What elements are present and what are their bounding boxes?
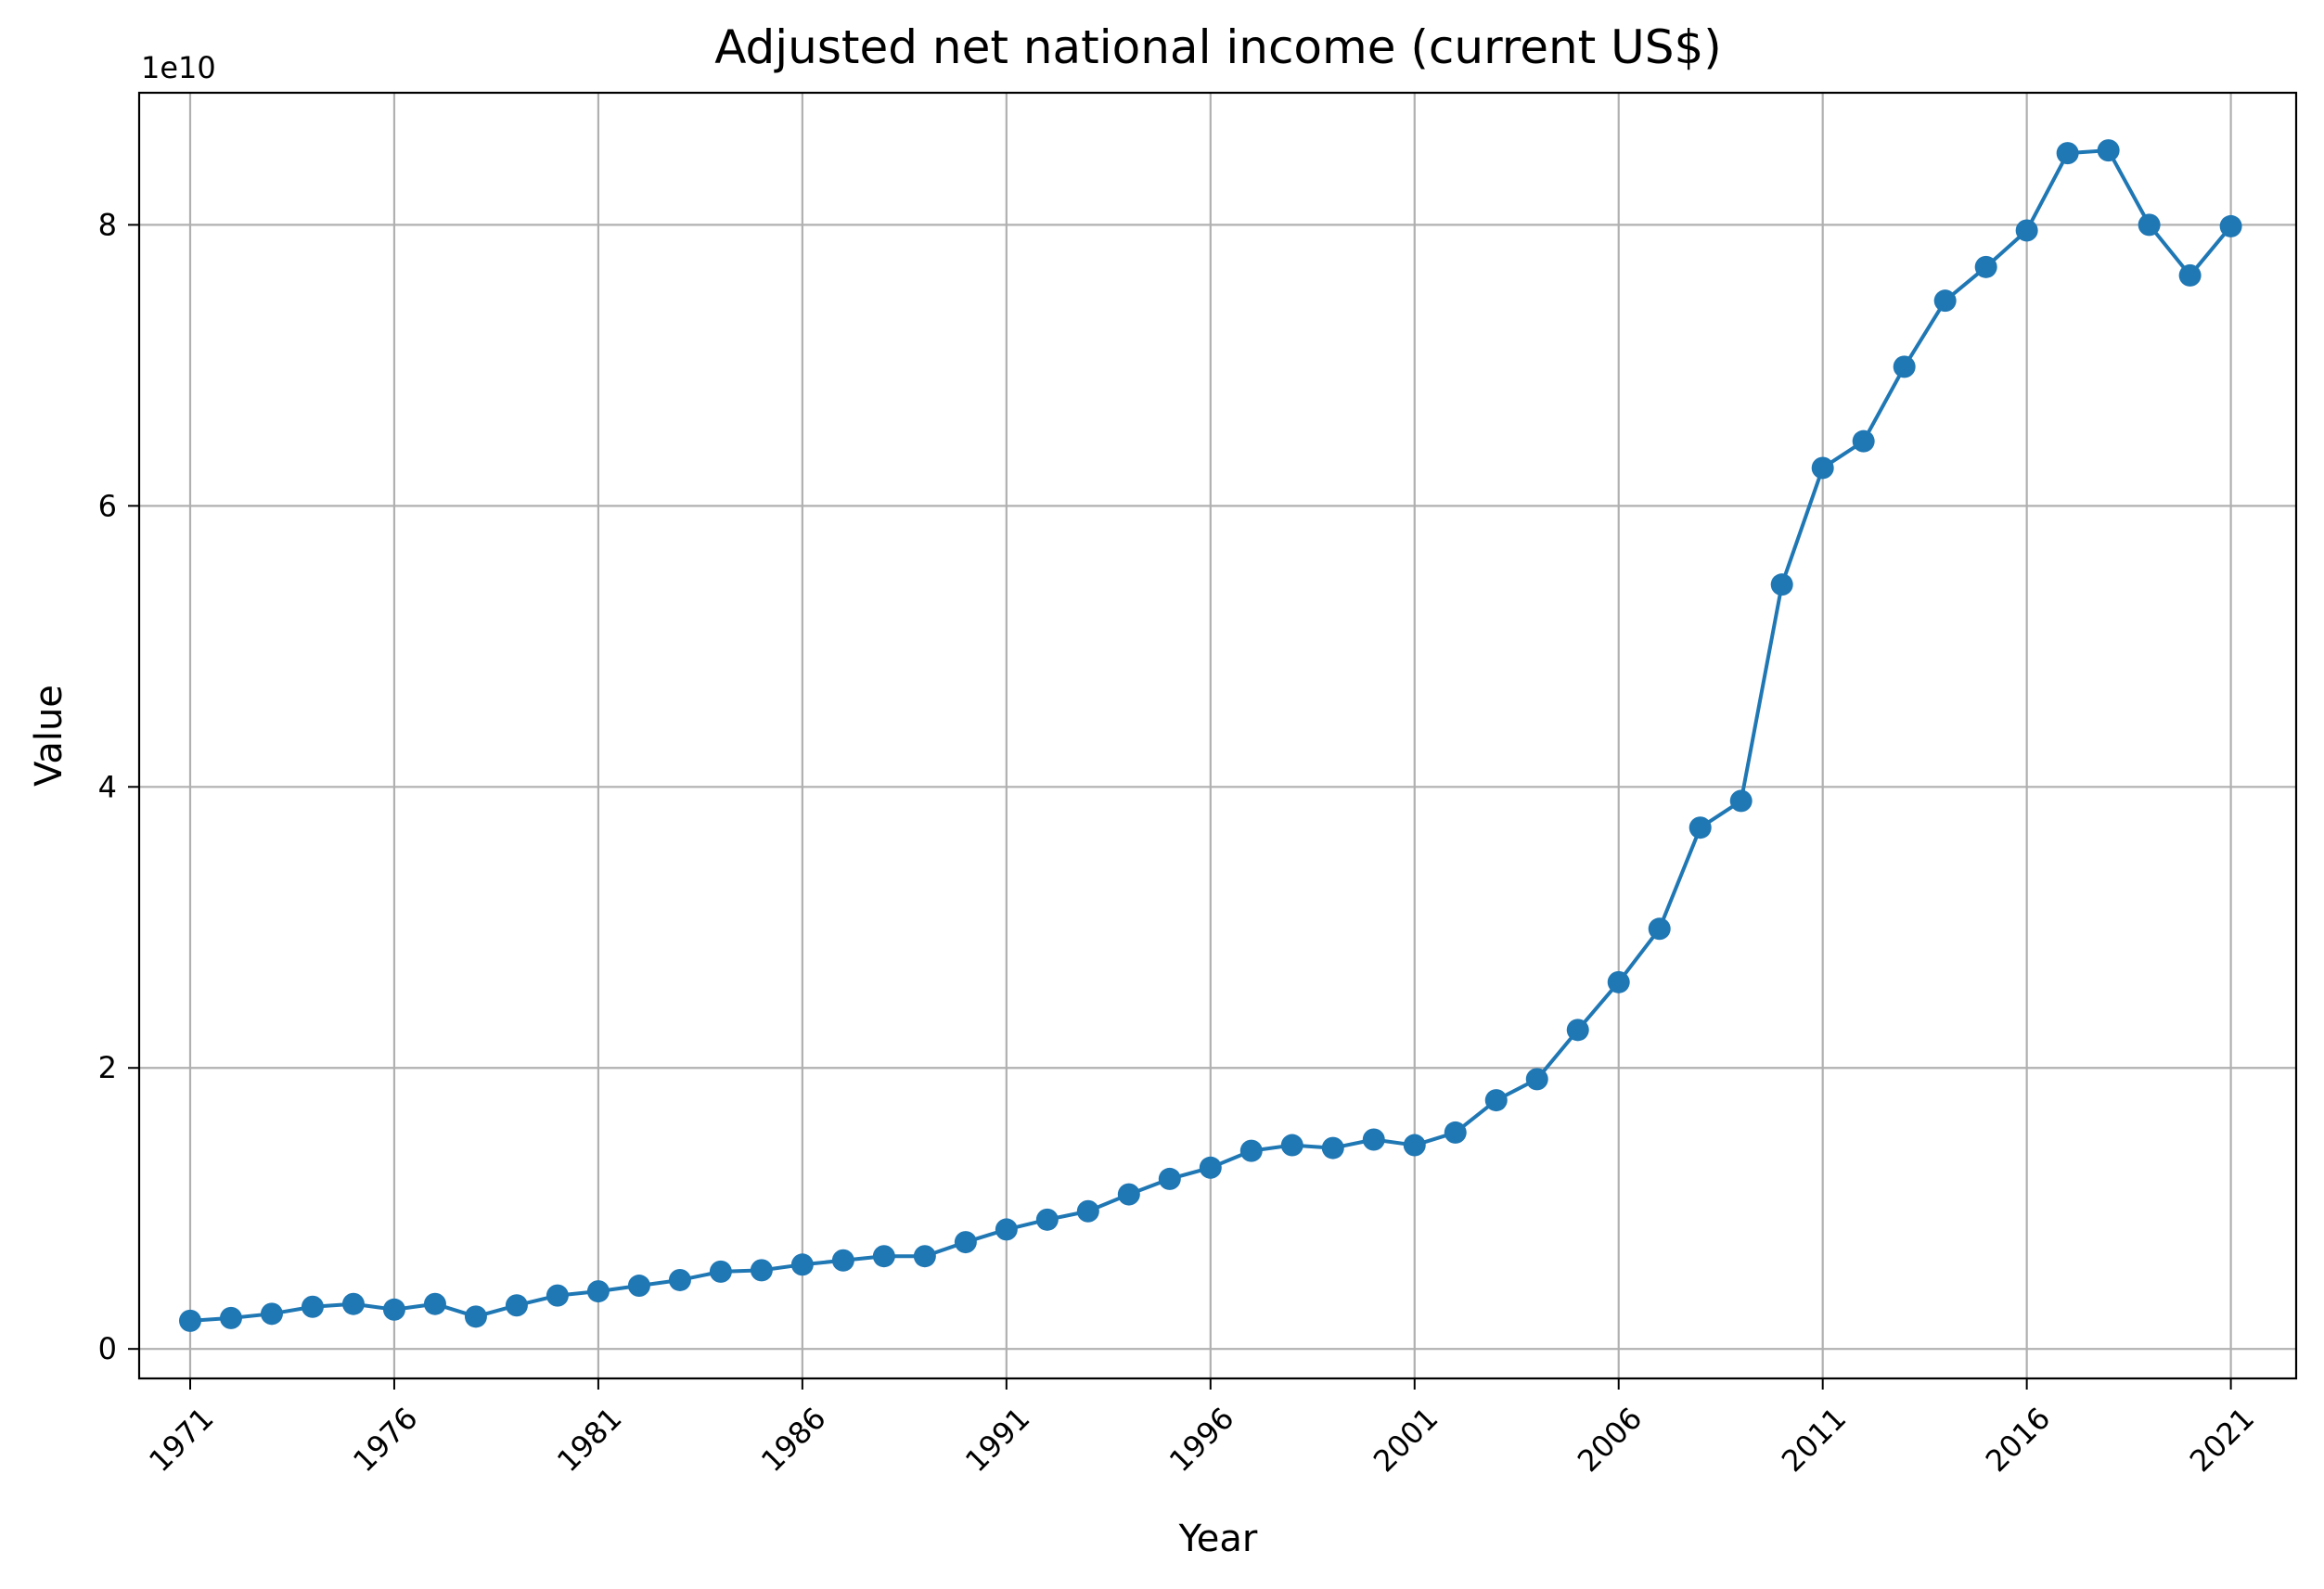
data-point	[1239, 1139, 1263, 1162]
data-point	[995, 1218, 1018, 1241]
data-point	[627, 1275, 650, 1298]
x-tick-label: 2021	[2183, 1401, 2261, 1479]
data-point	[1893, 355, 1916, 378]
y-tick-label: 4	[98, 769, 117, 804]
data-point	[668, 1268, 691, 1291]
data-point	[178, 1309, 201, 1332]
data-point	[2138, 213, 2161, 237]
x-tick-label: 2001	[1367, 1401, 1444, 1479]
data-point	[586, 1280, 610, 1303]
data-point	[341, 1292, 365, 1315]
y-axis-label: Value	[28, 685, 71, 787]
grid	[139, 93, 2296, 1378]
data-point	[1117, 1183, 1140, 1206]
x-axis: 1971 1976 1981 1986 1991 1996 2001 2006 2011 2016…	[142, 1378, 2261, 1479]
data-series	[178, 139, 2242, 1332]
data-point	[382, 1298, 405, 1321]
data-point	[1158, 1167, 1181, 1190]
data-point	[260, 1302, 283, 1326]
x-tick-label: 1986	[754, 1401, 832, 1479]
x-tick-label: 2011	[1775, 1401, 1853, 1479]
data-point	[1811, 456, 1834, 480]
data-point	[790, 1253, 814, 1276]
y-tick-label: 0	[98, 1331, 117, 1366]
data-point	[1484, 1089, 1508, 1112]
data-point	[423, 1292, 446, 1315]
data-point	[1974, 255, 1997, 278]
y-axis-offset-label: 1e10	[141, 50, 216, 85]
data-point	[1688, 816, 1712, 839]
data-point	[1770, 573, 1793, 596]
data-point	[1933, 289, 1957, 313]
x-tick-label: 1981	[550, 1401, 628, 1479]
data-point	[1607, 970, 1630, 993]
data-point	[913, 1245, 936, 1268]
data-point	[1280, 1134, 1303, 1157]
y-tick-label: 8	[98, 207, 117, 242]
data-point	[1199, 1156, 1222, 1179]
data-point	[872, 1245, 895, 1268]
x-axis-label: Year	[1178, 1518, 1258, 1560]
data-point	[1566, 1019, 1589, 1042]
data-point	[1076, 1199, 1099, 1223]
data-point	[750, 1259, 773, 1282]
y-tick-label: 2	[98, 1050, 117, 1085]
data-point	[2056, 142, 2079, 165]
data-point	[1035, 1208, 1059, 1231]
x-tick-label: 2006	[1571, 1401, 1649, 1479]
x-tick-label: 1996	[1162, 1401, 1240, 1479]
x-tick-label: 2016	[1979, 1401, 2057, 1479]
data-point	[2219, 214, 2242, 237]
data-point	[709, 1260, 732, 1283]
x-tick-label: 1971	[142, 1401, 220, 1479]
data-point	[464, 1305, 487, 1328]
data-point	[2178, 263, 2202, 287]
data-point	[1525, 1068, 1548, 1091]
x-tick-label: 1976	[346, 1401, 424, 1479]
data-point	[1852, 429, 1875, 453]
x-tick-label: 1991	[958, 1401, 1036, 1479]
data-point	[1648, 917, 1671, 941]
data-point	[1444, 1121, 1467, 1144]
y-tick-label: 6	[98, 488, 117, 523]
data-point	[301, 1295, 324, 1318]
plot-area-frame	[137, 91, 2298, 1380]
data-point	[1403, 1134, 1426, 1157]
data-point	[2015, 219, 2038, 242]
data-point	[505, 1294, 528, 1317]
data-point	[1321, 1136, 1344, 1160]
data-point	[546, 1284, 569, 1307]
data-point	[954, 1231, 977, 1254]
y-axis: 0 2 4 6 8	[98, 207, 139, 1366]
data-point	[1729, 789, 1753, 813]
chart-title: Adjusted net national income (current US…	[714, 20, 1722, 74]
data-point	[219, 1306, 242, 1329]
data-point	[1362, 1128, 1385, 1151]
data-point	[831, 1249, 854, 1272]
data-point	[2097, 139, 2120, 162]
